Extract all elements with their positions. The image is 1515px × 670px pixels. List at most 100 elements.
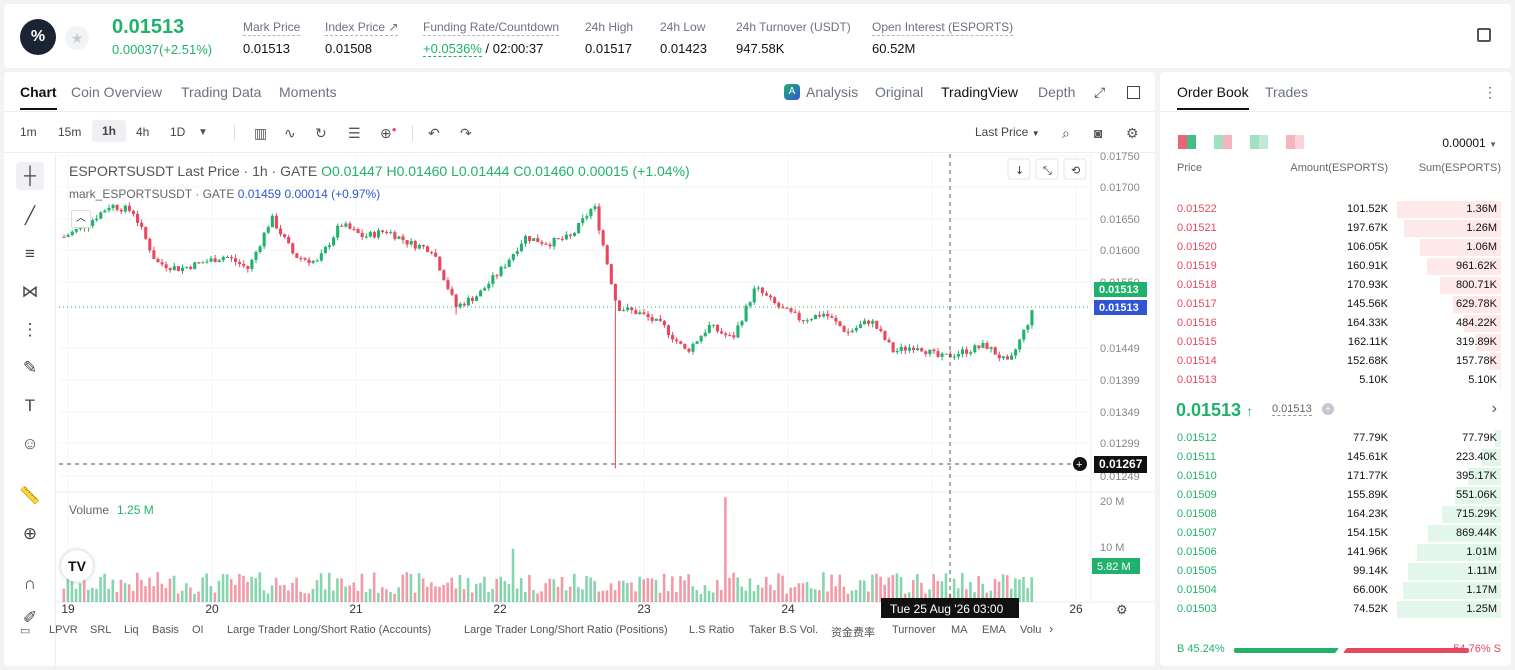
timeframe-4h[interactable]: 4h bbox=[136, 125, 150, 139]
indicator-ls-accounts[interactable]: Large Trader Long/Short Ratio (Accounts) bbox=[227, 624, 432, 636]
ask-row[interactable]: 0.01513 5.10K 5.10K bbox=[1160, 371, 1511, 390]
bid-row[interactable]: 0.01504 66.00K 1.17M bbox=[1160, 581, 1511, 600]
book-icon[interactable] bbox=[1477, 28, 1491, 42]
view-asks-icon[interactable] bbox=[1286, 135, 1304, 149]
bid-row[interactable]: 0.01508 164.23K 715.29K bbox=[1160, 505, 1511, 524]
horizontal-lines-icon[interactable]: ≡ bbox=[25, 244, 35, 263]
indicator-ls-ratio[interactable]: L.S Ratio bbox=[689, 624, 735, 636]
brush-icon[interactable]: ✎ bbox=[22, 358, 38, 377]
pattern-icon[interactable]: ⋈ bbox=[21, 282, 39, 301]
magnet-icon[interactable]: ∩ bbox=[23, 574, 37, 593]
tab-chart[interactable]: Chart bbox=[20, 84, 57, 110]
text-icon[interactable]: T bbox=[24, 396, 36, 415]
timeframe-15m[interactable]: 15m bbox=[58, 125, 82, 139]
price-chart[interactable]: 19202122232425260.017500.017000.016500.0… bbox=[4, 72, 1155, 666]
bid-row[interactable]: 0.01511 145.61K 223.40K bbox=[1160, 448, 1511, 467]
tab-order-book[interactable]: Order Book bbox=[1177, 84, 1249, 110]
bid-row[interactable]: 0.01509 155.89K 551.06K bbox=[1160, 486, 1511, 505]
price-type-select[interactable]: Last Price ▼ bbox=[975, 125, 1040, 139]
candle-body bbox=[291, 243, 295, 254]
mode-original[interactable]: Original bbox=[875, 84, 924, 100]
bid-row[interactable]: 0.01510 171.77K 395.17K bbox=[1160, 467, 1511, 486]
bid-row[interactable]: 0.01505 99.14K 1.11M bbox=[1160, 562, 1511, 581]
mode-tradingview[interactable]: TradingView bbox=[941, 84, 1019, 100]
favorite-star-icon[interactable]: ★ bbox=[65, 26, 89, 50]
fullscreen-icon[interactable] bbox=[1127, 86, 1140, 99]
indicator-ema[interactable]: EMA bbox=[982, 624, 1006, 636]
indicator-ls-positions[interactable]: Large Trader Long/Short Ratio (Positions… bbox=[464, 624, 668, 636]
more-menu-icon[interactable]: ⋮ bbox=[1483, 84, 1497, 100]
expand-icon[interactable]: ⤢ bbox=[1094, 84, 1106, 100]
fibonacci-icon[interactable]: ⋮ bbox=[21, 320, 39, 339]
buy-ratio-bar bbox=[1234, 648, 1339, 653]
bid-row[interactable]: 0.01512 77.79K 77.79K bbox=[1160, 429, 1511, 448]
shield-icon[interactable]: + bbox=[1322, 403, 1334, 415]
stat-label[interactable]: Index Price ↗ bbox=[325, 20, 399, 36]
tab-moments[interactable]: Moments bbox=[279, 84, 337, 100]
bid-row[interactable]: 0.01503 74.52K 1.25M bbox=[1160, 600, 1511, 619]
tab-coin-overview[interactable]: Coin Overview bbox=[71, 84, 163, 100]
timeframe-dropdown-icon[interactable]: ▼ bbox=[198, 127, 208, 138]
indicator-srl[interactable]: SRL bbox=[90, 624, 112, 636]
ask-row[interactable]: 0.01515 162.11K 319.89K bbox=[1160, 333, 1511, 352]
pencil-lock-icon[interactable]: ✐ bbox=[22, 608, 38, 627]
stat-label[interactable]: Funding Rate/Countdown bbox=[423, 20, 560, 36]
replay-icon[interactable]: ↻ bbox=[315, 125, 327, 141]
indicators-icon[interactable]: ∿ bbox=[284, 125, 296, 141]
ask-row[interactable]: 0.01518 170.93K 800.71K bbox=[1160, 276, 1511, 295]
tab-trading-data[interactable]: Trading Data bbox=[181, 84, 262, 100]
candle-body bbox=[185, 266, 189, 268]
chevron-right-icon[interactable]: › bbox=[1049, 621, 1054, 636]
redo-icon[interactable]: ↷ bbox=[460, 125, 472, 141]
bid-row[interactable]: 0.01506 141.96K 1.01M bbox=[1160, 543, 1511, 562]
indicator-taker-vol[interactable]: Taker B.S Vol. bbox=[749, 624, 819, 636]
view-split-icon[interactable] bbox=[1214, 135, 1232, 149]
bid-row[interactable]: 0.01507 154.15K 869.44K bbox=[1160, 524, 1511, 543]
row-amount: 155.89K bbox=[1347, 489, 1388, 501]
view-both-icon[interactable] bbox=[1178, 135, 1196, 149]
ask-row[interactable]: 0.01514 152.68K 157.78K bbox=[1160, 352, 1511, 371]
search-icon[interactable]: ⌕ bbox=[1062, 125, 1070, 141]
timeframe-1d[interactable]: 1D bbox=[170, 125, 186, 139]
candle-type-icon[interactable]: ▥ bbox=[254, 125, 268, 141]
camera-icon[interactable]: ◙ bbox=[1094, 125, 1103, 141]
tab-trades[interactable]: Trades bbox=[1265, 84, 1309, 100]
templates-icon[interactable]: ☰ bbox=[348, 125, 361, 141]
ask-row[interactable]: 0.01520 106.05K 1.06M bbox=[1160, 238, 1511, 257]
crosshair-icon[interactable]: ┼ bbox=[16, 162, 44, 190]
ask-row[interactable]: 0.01519 160.91K 961.62K bbox=[1160, 257, 1511, 276]
analysis-button[interactable]: A Analysis bbox=[784, 84, 858, 100]
collapse-legend-icon[interactable]: ︿ bbox=[71, 210, 91, 228]
indicator-oi[interactable]: OI bbox=[192, 624, 204, 636]
timeframe-1h[interactable]: 1h bbox=[92, 120, 127, 142]
indicator-basis[interactable]: Basis bbox=[152, 624, 179, 636]
indicator-funding-rate[interactable]: 资金费率 bbox=[831, 627, 875, 639]
mid-mark-price[interactable]: 0.01513 bbox=[1272, 403, 1312, 416]
undo-icon[interactable]: ↶ bbox=[428, 125, 440, 141]
precision-select[interactable]: 0.00001 ▼ bbox=[1442, 136, 1497, 150]
indicator-volume[interactable]: Volu bbox=[1020, 624, 1042, 636]
indicator-turnover[interactable]: Turnover bbox=[892, 624, 936, 636]
add-indicator-icon[interactable]: ⊕● bbox=[380, 125, 397, 141]
tradingview-logo-icon[interactable]: TV bbox=[61, 550, 93, 582]
stat-label[interactable]: Mark Price bbox=[243, 20, 301, 36]
ask-row[interactable]: 0.01516 164.33K 484.22K bbox=[1160, 314, 1511, 333]
ask-row[interactable]: 0.01522 101.52K 1.36M bbox=[1160, 200, 1511, 219]
mode-depth[interactable]: Depth bbox=[1038, 84, 1076, 100]
ask-row[interactable]: 0.01517 145.56K 629.78K bbox=[1160, 295, 1511, 314]
indicator-ma[interactable]: MA bbox=[951, 624, 968, 636]
view-bids-icon[interactable] bbox=[1250, 135, 1268, 149]
indicator-lpvr[interactable]: LPVR bbox=[49, 624, 78, 636]
settings-gear-icon[interactable]: ⚙ bbox=[1126, 125, 1139, 141]
ask-row[interactable]: 0.01521 197.67K 1.26M bbox=[1160, 219, 1511, 238]
funding-rate-value[interactable]: +0.0536% bbox=[423, 41, 482, 57]
zoom-icon[interactable]: ⊕ bbox=[22, 524, 38, 543]
chevron-right-icon[interactable]: › bbox=[1491, 400, 1497, 417]
stat-label[interactable]: Open Interest (ESPORTS) bbox=[872, 20, 1014, 36]
timeframe-1m[interactable]: 1m bbox=[20, 125, 37, 139]
indicator-liq[interactable]: Liq bbox=[124, 624, 139, 636]
indicator-layout-icon[interactable]: ▭ bbox=[20, 625, 31, 637]
trendline-icon[interactable]: ╱ bbox=[24, 206, 36, 225]
emoji-icon[interactable]: ☺ bbox=[21, 434, 39, 453]
ruler-icon[interactable]: 📏 bbox=[19, 486, 41, 505]
